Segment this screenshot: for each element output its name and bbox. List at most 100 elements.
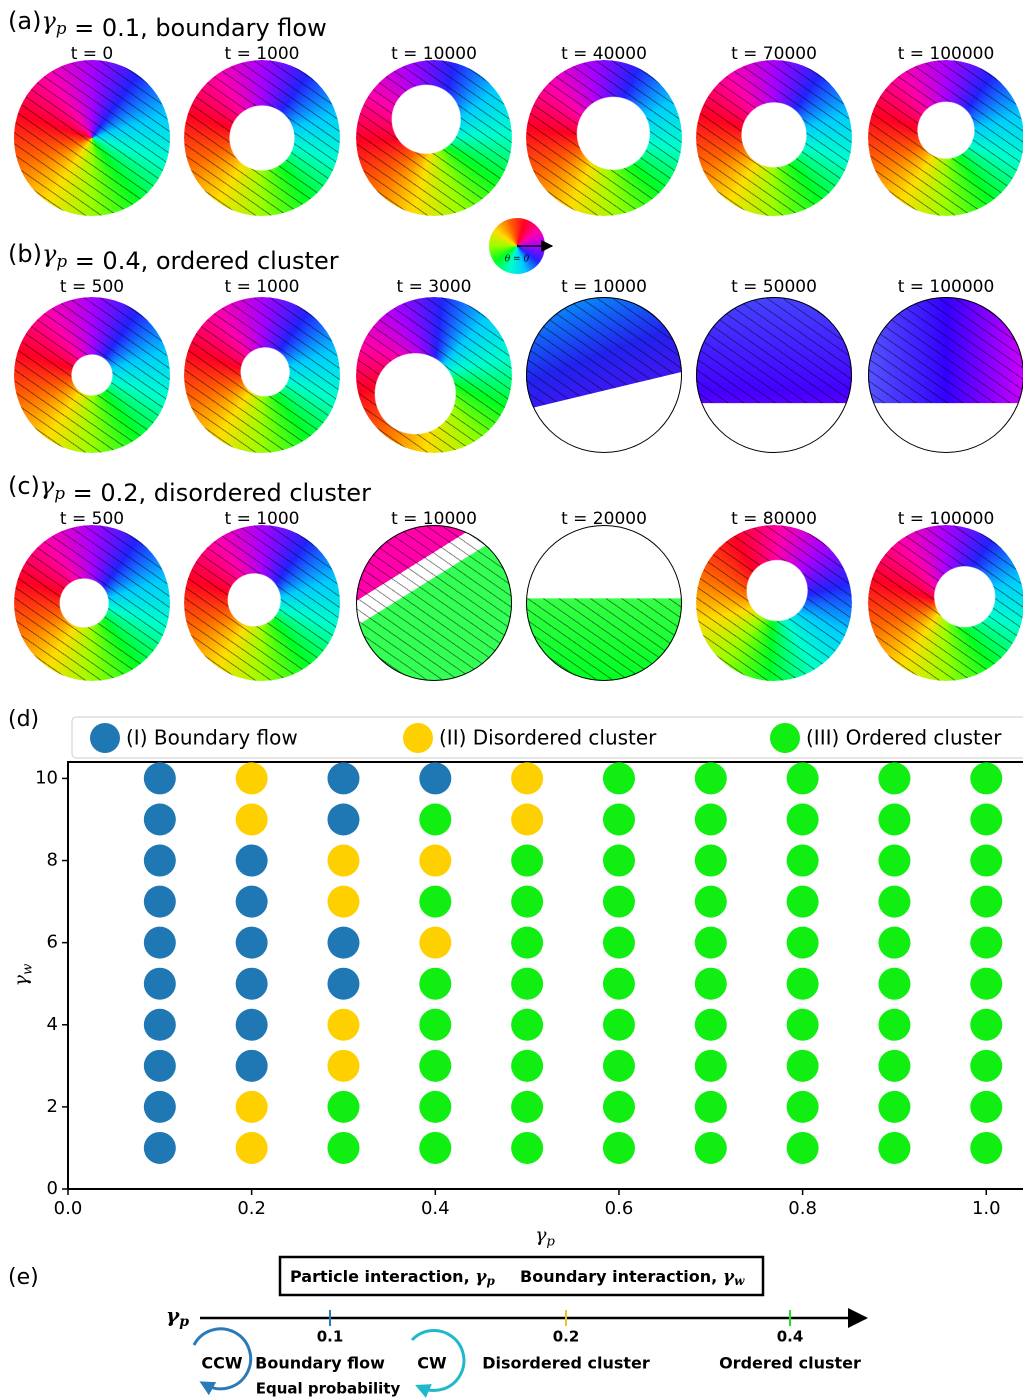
phase-point [878, 845, 910, 877]
phase-point [787, 1091, 819, 1123]
phase-point [236, 762, 268, 794]
box-text-part: Boundary interaction, [520, 1267, 723, 1286]
phase-point [419, 762, 451, 794]
phase-point [236, 845, 268, 877]
phase-point [970, 803, 1002, 835]
phase-point [419, 1050, 451, 1082]
phase-point [878, 1050, 910, 1082]
phase-point [236, 1050, 268, 1082]
figure-svg: (a)γp = 0.1, boundary flowt = 0t = 1000t… [0, 0, 1023, 1398]
symbol: γ [166, 1303, 180, 1327]
phase-point [878, 1132, 910, 1164]
phase-point [236, 1009, 268, 1041]
time-label: t = 10000 [561, 277, 647, 297]
phase-point [144, 1132, 176, 1164]
phase-point [603, 1132, 635, 1164]
subscript: w [734, 1274, 745, 1288]
phase-point [970, 1091, 1002, 1123]
panel-title: (a)γp = 0.1, boundary flow [8, 7, 327, 43]
phase-point [419, 845, 451, 877]
phase-point [695, 968, 727, 1000]
time-label: t = 1000 [225, 277, 300, 297]
title-text: = 0.1, boundary flow [67, 14, 327, 42]
time-label: t = 100000 [898, 509, 995, 529]
phase-point [878, 927, 910, 959]
phase-name: Boundary flow [255, 1354, 385, 1373]
phase-point [327, 1132, 359, 1164]
phase-point [327, 762, 359, 794]
phase-point [603, 1050, 635, 1082]
box-text: Boundary interaction, γw [520, 1267, 745, 1289]
phase-value: 0.4 [777, 1328, 804, 1346]
ccw-label: CCW [201, 1354, 242, 1373]
phase-point [511, 968, 543, 1000]
phase-point [419, 803, 451, 835]
legend-label: (I) Boundary flow [126, 726, 298, 750]
plot-frame [68, 762, 1023, 1189]
phase-name: Ordered cluster [719, 1354, 861, 1373]
phase-point [236, 803, 268, 835]
x-tick-label: 0.2 [237, 1198, 266, 1219]
phase-value: 0.1 [317, 1328, 344, 1346]
phase-point [419, 886, 451, 918]
subscript: p [56, 251, 67, 271]
phase-point [144, 1009, 176, 1041]
phase-value: 0.2 [553, 1328, 580, 1346]
phase-point [511, 803, 543, 835]
box-text: Particle interaction, γp [290, 1267, 495, 1289]
panel-label: (a) [8, 7, 41, 35]
phase-point [511, 1009, 543, 1041]
time-label: t = 20000 [561, 509, 647, 529]
symbol: γ [41, 7, 56, 35]
phase-point [970, 886, 1002, 918]
phase-point [787, 1132, 819, 1164]
phase-point [787, 968, 819, 1000]
time-label: t = 1000 [225, 509, 300, 529]
phase-point [236, 927, 268, 959]
time-label: t = 1000 [225, 44, 300, 64]
phase-point [787, 886, 819, 918]
phase-point [419, 927, 451, 959]
y-tick-label: 6 [47, 932, 58, 953]
phase-point [236, 1132, 268, 1164]
phase-point [603, 1091, 635, 1123]
phase-point [970, 845, 1002, 877]
phase-point [970, 762, 1002, 794]
y-tick-label: 2 [47, 1096, 58, 1117]
phase-point [787, 927, 819, 959]
legend-marker [90, 723, 120, 753]
phase-point [419, 1091, 451, 1123]
phase-point [695, 762, 727, 794]
time-label: t = 100000 [898, 277, 995, 297]
symbol: γ [475, 1267, 487, 1287]
phase-point [603, 845, 635, 877]
subscript: p [486, 1274, 495, 1288]
phase-point [695, 1009, 727, 1041]
phase-point [603, 968, 635, 1000]
subscript: p [179, 1314, 189, 1330]
phase-point [144, 1050, 176, 1082]
phase-point [787, 803, 819, 835]
phase-point [878, 968, 910, 1000]
symbol: γ [723, 1267, 735, 1287]
time-label: t = 0 [71, 44, 114, 64]
panel-label: (b) [8, 240, 42, 268]
phase-point [970, 1132, 1002, 1164]
panel-label: (c) [8, 472, 40, 500]
symbol: γ [535, 1224, 547, 1246]
panel-title: (b)γp = 0.4, ordered cluster [8, 240, 339, 276]
phase-point [603, 762, 635, 794]
phase-point [695, 1132, 727, 1164]
legend-marker [770, 723, 800, 753]
phase-point [511, 927, 543, 959]
phase-point [603, 1009, 635, 1041]
phase-point [787, 845, 819, 877]
phase-point [878, 803, 910, 835]
box-text-part: Particle interaction, [290, 1267, 475, 1286]
symbol: γ [42, 240, 57, 268]
x-tick-label: 0.6 [605, 1198, 634, 1219]
y-tick-label: 4 [47, 1014, 58, 1035]
phase-point [236, 968, 268, 1000]
note: Equal probability [256, 1380, 401, 1398]
figure: (a)γp = 0.1, boundary flowt = 0t = 1000t… [0, 0, 1023, 1398]
